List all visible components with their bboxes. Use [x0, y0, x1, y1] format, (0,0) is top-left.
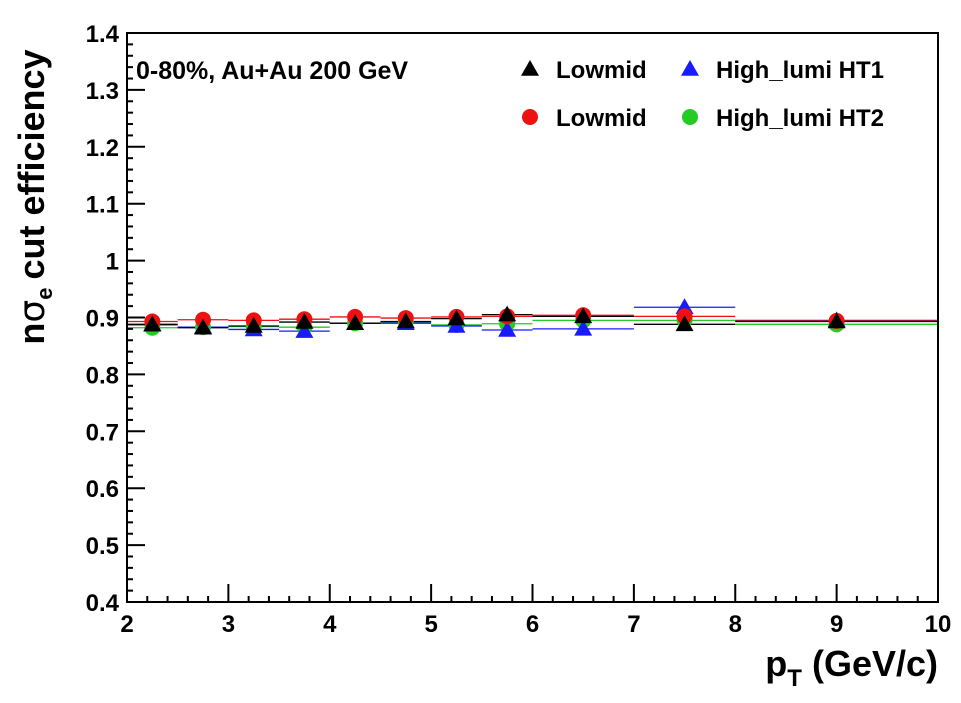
y-tick-label: 1.1 — [86, 192, 119, 219]
data-point-triangle — [675, 315, 694, 332]
data-point-triangle — [295, 313, 314, 329]
x-tick-label: 2 — [120, 611, 133, 638]
legend-marker-triangle — [521, 60, 539, 76]
y-tick-label: 0.5 — [86, 533, 119, 560]
legend-label: Lowmid — [556, 105, 647, 132]
x-axis-title-sub: T — [787, 665, 802, 692]
legend-label: High_lumi HT1 — [716, 57, 884, 84]
x-tick-label: 8 — [729, 611, 742, 638]
legend-marker-circle — [522, 109, 538, 125]
y-tick-label: 1.3 — [86, 78, 119, 105]
legend-label: High_lumi HT2 — [716, 105, 884, 132]
y-tick-label: 0.4 — [86, 590, 120, 617]
y-tick-label: 1.2 — [86, 135, 119, 162]
data-point-triangle — [447, 309, 466, 326]
data-point-triangle — [143, 315, 162, 332]
x-tick-label: 9 — [830, 611, 843, 638]
data-point-triangle — [827, 312, 846, 329]
x-axis-title: pT (GeV/c) — [765, 643, 938, 692]
y-axis-title-n: n — [11, 323, 52, 345]
data-markers — [143, 298, 846, 338]
axis-ticks — [126, 32, 939, 603]
legend: Lowmid High_lumi HT1 Lowmid High_lumi HT2 — [521, 57, 884, 132]
x-tick-label: 3 — [222, 611, 235, 638]
x-tick-label: 4 — [323, 611, 337, 638]
data-point-triangle — [346, 314, 365, 330]
y-tick-label: 0.6 — [86, 476, 119, 503]
data-point-triangle — [574, 307, 593, 324]
legend-marker-triangle — [681, 60, 699, 76]
data-point-triangle — [498, 305, 517, 322]
x-axis-title-main: p — [765, 643, 787, 684]
y-tick-label: 1 — [106, 249, 119, 276]
x-tick-label: 5 — [424, 611, 437, 638]
y-tick-label: 1.4 — [86, 21, 120, 48]
x-axis-title-unit: (GeV/c) — [812, 643, 938, 684]
data-point-triangle — [498, 321, 517, 337]
y-axis-title-sigma: σ — [12, 300, 53, 323]
tick-labels: 2 3 4 5 6 7 8 9 10 0.4 0.5 0.6 0.7 0.8 0.9 1 1.1 1.2 1.3 1.… — [86, 21, 952, 638]
y-tick-label: 0.9 — [86, 306, 119, 333]
y-tick-label: 0.7 — [86, 419, 119, 446]
legend-marker-circle — [682, 109, 698, 125]
x-tick-label: 7 — [627, 611, 640, 638]
x-tick-label: 6 — [526, 611, 539, 638]
x-tick-label: 10 — [925, 611, 952, 638]
data-point-triangle — [244, 317, 263, 333]
data-point-triangle — [396, 312, 415, 329]
data-point-triangle — [194, 318, 213, 335]
y-axis-title-sub: e — [32, 288, 57, 300]
y-axis-title: nσe cut efficiency — [11, 49, 57, 344]
data-point-triangle — [574, 319, 593, 336]
legend-label: Lowmid — [556, 57, 647, 84]
y-axis-title-rest: cut efficiency — [11, 49, 52, 279]
plot-annotation: 0-80%, Au+Au 200 GeV — [136, 57, 408, 85]
y-tick-label: 0.8 — [86, 362, 119, 389]
data-point-triangle — [295, 322, 314, 338]
